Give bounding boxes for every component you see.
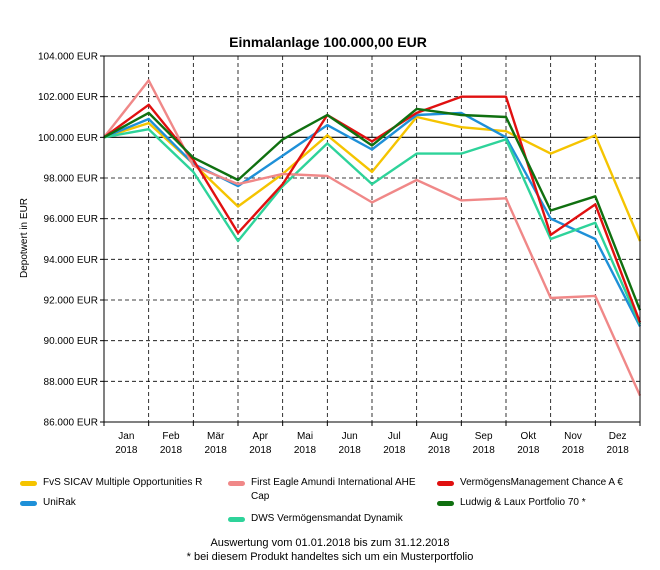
legend-item-4: VermögensManagement Chance A € [437, 476, 657, 490]
legend-label: First Eagle Amundi International AHE Cap [251, 477, 416, 502]
x-tick-label-month-8: Sep [475, 431, 493, 442]
legend-swatch [437, 481, 454, 486]
x-tick-label-month-11: Dez [609, 431, 627, 442]
legend-swatch [228, 481, 245, 486]
legend-item-0: FvS SICAV Multiple Opportunities R [20, 476, 230, 490]
legend-label: FvS SICAV Multiple Opportunities R [43, 477, 203, 488]
x-tick-label-year-4: 2018 [294, 445, 317, 456]
grid-lines [104, 56, 640, 422]
y-tick-label-7: 100.000 EUR [38, 133, 98, 144]
y-tick-label-5: 96.000 EUR [44, 214, 98, 225]
legend-swatch [228, 517, 245, 522]
x-tick-label-year-5: 2018 [339, 445, 362, 456]
y-tick-label-6: 98.000 EUR [44, 174, 98, 185]
legend-label: Ludwig & Laux Portfolio 70 * [460, 497, 586, 508]
x-tick-label-year-6: 2018 [383, 445, 406, 456]
x-tick-label-month-6: Jul [388, 431, 401, 442]
line-chart: Einmalanlage 100.000,00 EUR Depotwert in… [19, 34, 642, 456]
footer-line-1: Auswertung vom 01.01.2018 bis zum 31.12.… [210, 537, 450, 549]
footer-line-2: * bei diesem Produkt handeltes sich um e… [186, 551, 474, 563]
x-tick-label-month-10: Nov [564, 431, 582, 442]
x-tick-label-year-9: 2018 [517, 445, 540, 456]
series-line-2 [103, 127, 642, 325]
legend-swatch [20, 501, 37, 506]
x-tick-label-month-4: Mai [297, 431, 313, 442]
y-tick-label-3: 92.000 EUR [44, 296, 98, 307]
x-tick-label-month-3: Apr [253, 431, 269, 442]
legend-label: DWS Vermögensmandat Dynamik [251, 513, 403, 524]
y-tick-label-0: 86.000 EUR [44, 418, 98, 429]
series-line-3 [103, 79, 642, 397]
x-tick-labels: Jan 2018 Feb 2018 Mär 2018 Apr 2018 Mai 2018 Jun 20… [103, 422, 641, 456]
legend-item-5: Ludwig & Laux Portfolio 70 * [437, 496, 657, 510]
legend-label: UniRak [43, 497, 76, 508]
x-tick-label-month-5: Jun [342, 431, 358, 442]
legend: FvS SICAV Multiple Opportunities R First … [0, 472, 660, 532]
legend-swatch [20, 481, 37, 486]
x-tick-label-month-9: Okt [521, 431, 537, 442]
y-tick-labels: 86.000 EUR 88.000 EUR 90.000 EUR 92.000 EUR… [38, 52, 104, 429]
x-tick-label-year-1: 2018 [160, 445, 183, 456]
legend-item-3: First Eagle Amundi International AHE Cap [228, 476, 433, 504]
x-tick-label-month-7: Aug [430, 431, 448, 442]
x-tick-label-month-2: Mär [207, 431, 225, 442]
y-axis-label: Depotwert in EUR [19, 198, 30, 278]
series-group [103, 79, 642, 397]
x-tick-label-year-10: 2018 [562, 445, 585, 456]
series-line-4 [103, 95, 642, 323]
x-tick-label-year-8: 2018 [473, 445, 496, 456]
y-tick-label-1: 88.000 EUR [44, 377, 98, 388]
x-tick-label-month-0: Jan [118, 431, 134, 442]
y-tick-label-2: 90.000 EUR [44, 336, 98, 347]
x-tick-label-year-3: 2018 [249, 445, 272, 456]
x-tick-label-year-7: 2018 [428, 445, 451, 456]
y-tick-label-8: 102.000 EUR [38, 92, 98, 103]
chart-title: Einmalanlage 100.000,00 EUR [229, 34, 427, 50]
legend-item-2: DWS Vermögensmandat Dynamik [228, 512, 433, 526]
y-tick-label-9: 104.000 EUR [38, 52, 98, 63]
x-tick-label-year-11: 2018 [607, 445, 630, 456]
series-line-5 [103, 107, 642, 311]
x-tick-label-year-2: 2018 [205, 445, 228, 456]
x-tick-label-year-0: 2018 [115, 445, 138, 456]
legend-item-1: UniRak [20, 496, 230, 510]
legend-label: VermögensManagement Chance A € [460, 477, 623, 488]
legend-swatch [437, 501, 454, 506]
x-tick-label-month-1: Feb [162, 431, 180, 442]
y-tick-label-4: 94.000 EUR [44, 255, 98, 266]
